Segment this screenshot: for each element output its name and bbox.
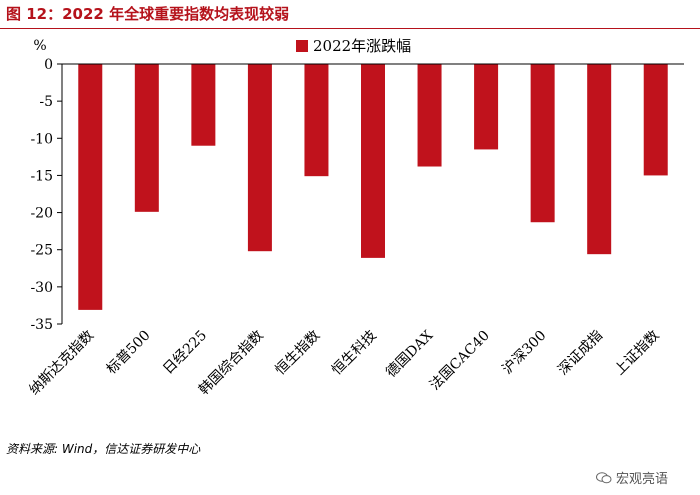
title-rule <box>0 28 700 29</box>
y-tick-label: -10 <box>30 131 53 147</box>
bar <box>474 64 499 150</box>
x-category-label: 德国DAX <box>383 327 436 380</box>
watermark-text: 宏观亮语 <box>616 472 669 487</box>
legend: 2022年涨跌幅 <box>296 37 411 55</box>
source-note: 资料来源: Wind，信达证券研发中心 <box>6 442 201 456</box>
watermark: 宏观亮语 <box>596 468 668 487</box>
legend-swatch <box>296 40 308 52</box>
figure-title: 图 12：2022 年全球重要指数均表现较弱 <box>6 5 290 23</box>
bar <box>417 64 442 167</box>
y-unit-label: % <box>33 38 46 54</box>
wechat-icon <box>596 471 612 484</box>
bars <box>78 64 668 310</box>
bar <box>587 64 612 255</box>
bar <box>247 64 272 252</box>
bar-chart: % 2022年涨跌幅 0 -5 -10 -15 -20 -25 -30 -35 纳斯达克指数标… <box>26 37 684 398</box>
y-tick-label: -20 <box>30 206 53 222</box>
legend-label: 2022年涨跌幅 <box>313 37 411 55</box>
bar <box>134 64 159 212</box>
bar <box>643 64 668 176</box>
x-category-label: 法国CAC40 <box>427 328 493 394</box>
y-tick-label: 0 <box>44 57 53 73</box>
x-category-label: 纳斯达克指数 <box>26 328 97 399</box>
x-category-label: 日经225 <box>160 328 210 378</box>
bar <box>361 64 385 258</box>
bar <box>530 64 555 223</box>
bar <box>191 64 216 146</box>
y-tick-label: -25 <box>30 243 53 259</box>
x-category-label: 深证成指 <box>555 328 606 379</box>
x-category-label: 恒生指数 <box>272 328 323 379</box>
y-tick-label: -5 <box>39 94 53 110</box>
x-category-label: 恒生科技 <box>329 328 380 379</box>
x-category-label: 沪深300 <box>499 328 549 378</box>
y-tick-label: -35 <box>30 317 53 333</box>
x-category-label: 标普500 <box>104 328 154 378</box>
y-tick-label: -15 <box>30 168 53 184</box>
y-axis-ticks: 0 -5 -10 -15 -20 -25 -30 -35 <box>30 57 62 333</box>
bar <box>78 64 103 310</box>
bar <box>304 64 329 177</box>
y-tick-label: -30 <box>30 280 53 296</box>
x-category-label: 上证指数 <box>612 328 663 379</box>
